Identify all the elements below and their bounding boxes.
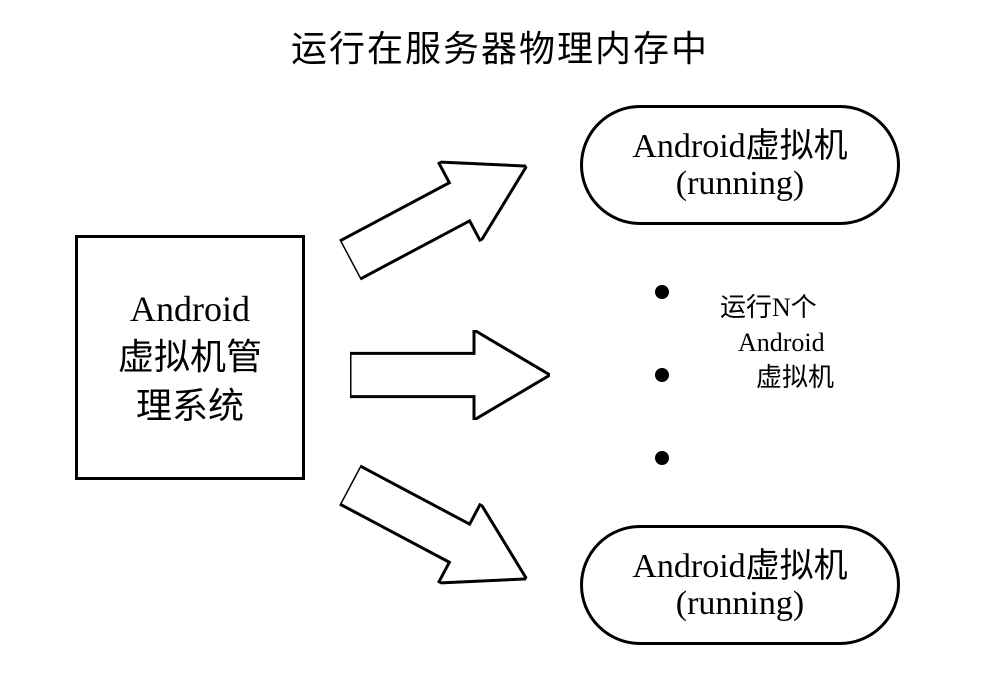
side-line-3: 虚拟机 — [720, 360, 834, 395]
vm-top-label-cn: 虚拟机 — [746, 128, 848, 165]
vm-bottom-status: (running) — [676, 585, 804, 622]
arrow-bottom — [329, 445, 548, 618]
arrow-top — [329, 126, 548, 299]
dot-icon — [655, 451, 669, 465]
diagram-title: 运行在服务器物理内存中 — [0, 20, 1000, 72]
side-line-2: Android — [720, 325, 834, 360]
arrow-middle — [350, 330, 550, 420]
vm-bottom-label-en: Android — [632, 548, 745, 585]
vm-top-status: (running) — [676, 165, 804, 202]
ellipsis-dots — [655, 285, 669, 465]
vm-count-label: 运行N个 Android 虚拟机 — [720, 290, 834, 395]
diagram-canvas: 运行在服务器物理内存中 Android 虚拟机管 理系统 Android虚拟机 … — [0, 0, 1000, 690]
side-line-1: 运行N个 — [720, 290, 834, 325]
dot-icon — [655, 368, 669, 382]
manager-line-3: 理系统 — [136, 382, 244, 431]
vm-instance-bottom: Android虚拟机 (running) — [580, 525, 900, 645]
vm-bottom-label-cn: 虚拟机 — [746, 548, 848, 585]
vm-instance-top: Android虚拟机 (running) — [580, 105, 900, 225]
dot-icon — [655, 285, 669, 299]
manager-line-1: Android — [130, 285, 250, 334]
vm-manager-box: Android 虚拟机管 理系统 — [75, 235, 305, 480]
manager-line-2: 虚拟机管 — [118, 333, 262, 382]
vm-top-label-en: Android — [632, 128, 745, 165]
